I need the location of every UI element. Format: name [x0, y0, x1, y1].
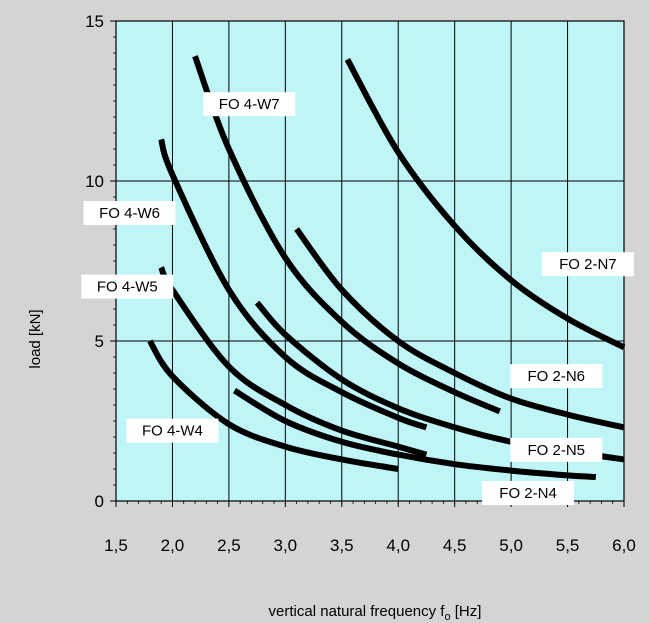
x-tick-label: 3,5: [330, 536, 354, 555]
y-axis-title: load [kN]: [27, 309, 44, 368]
curve-fo-2-n4: [232, 388, 596, 480]
y-tick-label: 15: [85, 12, 104, 31]
curve-label: FO 2-N6: [528, 368, 586, 385]
curve-label: FO 4-W7: [219, 96, 280, 113]
x-tick-label: 4,0: [386, 536, 410, 555]
x-tick-label: 5,0: [499, 536, 523, 555]
curve-fo-2-n6: [294, 227, 625, 431]
curve-label: FO 4-W6: [99, 205, 160, 222]
y-tick-label: 10: [85, 172, 104, 191]
x-tick-label: 3,0: [274, 536, 298, 555]
curve-label: FO 4-W5: [97, 279, 158, 296]
minor-ticks: [113, 20, 625, 504]
curve-label-box: [510, 364, 603, 389]
curve-fo-4-w6: [158, 138, 428, 431]
y-tick-label: 0: [95, 492, 104, 511]
x-tick-label: 2,0: [161, 536, 185, 555]
curve-label-box: [482, 481, 575, 505]
curve-label-box: [81, 274, 174, 299]
curve-label-box: [83, 201, 176, 225]
x-tick-label: 6,0: [612, 536, 636, 555]
curve-label-box: [126, 418, 219, 443]
x-axis-title-main: vertical natural frequency f: [269, 603, 446, 620]
x-tick-label: 1,5: [104, 536, 128, 555]
y-tick-labels: 0 5 10 15: [85, 12, 104, 511]
curve-fo-2-n7: [344, 57, 626, 351]
x-axis-title: vertical natural frequency fo [Hz]: [269, 603, 482, 623]
curve-label: FO 2-N5: [528, 442, 586, 459]
curve-fo-4-w7: [192, 55, 501, 415]
curve-fo-4-w4: [147, 339, 399, 472]
x-tick-label: 4,5: [443, 536, 467, 555]
curve-label-box: [510, 437, 603, 462]
x-axis-title-unit: [Hz]: [451, 603, 482, 620]
curve-labels: FO 4-W4 FO 4-W5 FO 4-W6 FO 4-W7 FO 2-N4 FO 2-…: [81, 92, 634, 505]
curve-label-box: [541, 252, 634, 277]
curve-label: FO 2-N4: [499, 485, 557, 502]
x-tick-labels: 1,5 2,0 2,5 3,0 3,5 4,0 4,5 5,0 5,5 6,0: [104, 536, 636, 555]
x-tick-label: 5,5: [556, 536, 580, 555]
x-axis-title-sub: o: [444, 611, 450, 623]
curve-label: FO 4-W4: [142, 423, 203, 440]
curve-label-box: [203, 92, 296, 117]
x-tick-label: 2,5: [217, 536, 241, 555]
y-tick-label: 5: [95, 332, 104, 351]
curve-label: FO 2-N7: [559, 256, 617, 273]
